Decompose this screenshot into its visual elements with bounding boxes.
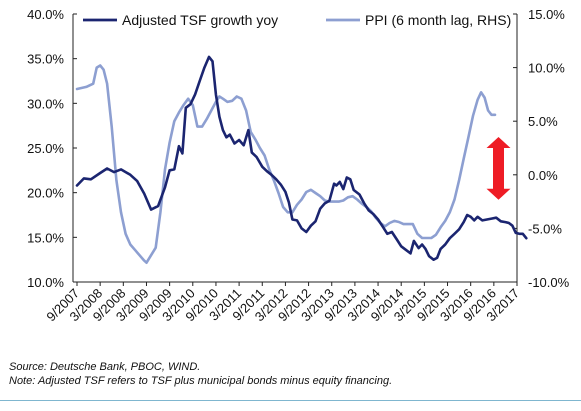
right-tick-label: 10.0% — [528, 61, 565, 76]
series-layer — [75, 55, 528, 264]
chart-axes: 10.0% 15.0% 20.0% 25.0% 30.0% 35.0% 40.0% -10.0… — [27, 7, 570, 324]
left-tick-label: 20.0% — [27, 186, 64, 201]
left-tick-label: 30.0% — [27, 96, 64, 111]
right-tick-label: -5.0% — [528, 221, 562, 236]
annotation-layer — [486, 137, 511, 200]
source-note: Source: Deutsche Bank, PBOC, WIND. — [9, 361, 201, 373]
left-tick-label: 25.0% — [27, 141, 64, 156]
left-tick-label: 35.0% — [27, 52, 64, 67]
double-arrow-annotation — [486, 137, 511, 200]
legend-label-ppi: PPI (6 month lag, RHS) — [365, 12, 511, 28]
legend-label-tsf: Adjusted TSF growth yoy — [122, 12, 278, 28]
methodology-note: Note: Adjusted TSF refers to TSF plus mu… — [9, 375, 393, 387]
right-tick-label: -10.0% — [528, 275, 570, 290]
right-tick-label: 0.0% — [528, 168, 558, 183]
chart-legend: Adjusted TSF growth yoy PPI (6 month lag,… — [83, 12, 511, 28]
line-chart: 10.0% 15.0% 20.0% 25.0% 30.0% 35.0% 40.0% -10.0… — [27, 7, 570, 324]
ppi-series-line — [75, 64, 497, 264]
right-tick-label: 15.0% — [528, 7, 565, 22]
left-tick-label: 15.0% — [27, 230, 64, 245]
bottom-divider — [0, 400, 581, 401]
left-tick-label: 40.0% — [27, 7, 64, 22]
right-tick-label: 5.0% — [528, 114, 558, 129]
tsf-series-line — [75, 55, 528, 261]
left-tick-label: 10.0% — [27, 275, 64, 290]
